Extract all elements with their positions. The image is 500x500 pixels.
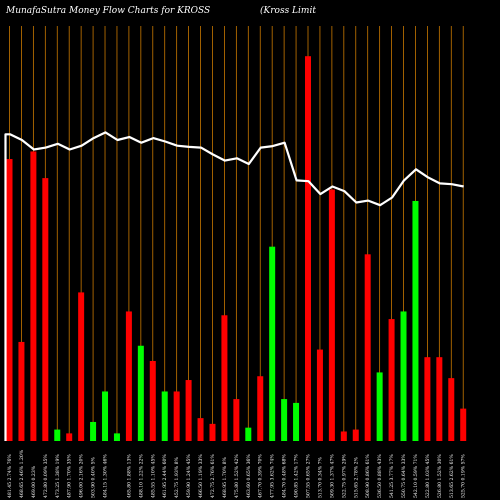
x-tick-label: 467.70 0.39% 70% <box>258 454 264 498</box>
bar <box>364 254 371 441</box>
x-tick-label: 468.95 1.70% 8% <box>222 456 228 498</box>
bar <box>66 433 73 441</box>
money-flow-line <box>4 131 464 441</box>
bar <box>221 315 228 441</box>
x-tick-label: 465.80 1.88% 13% <box>126 454 132 498</box>
bar <box>340 431 347 441</box>
bar <box>6 159 13 441</box>
x-tick-label: 536.50 0.88% 43% <box>377 454 383 498</box>
x-tick-label: 522.75 0.97% 29% <box>341 454 347 498</box>
bar <box>316 349 323 441</box>
x-tick-label: 452.75 1.93% 8% <box>174 456 180 498</box>
chart-subtitle: (Kross Limit <box>260 5 316 16</box>
x-tick-label: 508.90 0.86% 61% <box>365 454 371 498</box>
x-tick-labels: 481.45 2.74% 76% 468.65 2.46% 1.20% 469.00… <box>7 449 467 498</box>
bar <box>400 311 407 441</box>
bar <box>102 391 109 441</box>
x-tick-label: 477.95 3.62% 74% <box>270 454 276 498</box>
x-tick-label: 550.75 0.64% 33% <box>401 454 407 498</box>
x-tick-label: 472.80 0.09% 35% <box>43 454 49 498</box>
x-tick-label: 468.65 2.46% 1.20% <box>19 449 25 498</box>
x-tick-label: 485.55 1.10% 45% <box>150 454 156 498</box>
bar <box>281 399 288 441</box>
x-tick-label: 484.15 1.30% 46% <box>103 454 109 498</box>
x-tick-label: 490.85 1.42% 17% <box>294 454 300 498</box>
bar <box>412 200 419 441</box>
line-series <box>4 131 464 441</box>
bar <box>305 56 311 441</box>
bar <box>424 357 431 441</box>
bar <box>460 408 467 441</box>
bar <box>42 178 49 442</box>
x-tick-label: 522.80 1.03% 45% <box>425 454 431 498</box>
x-tick-label: 466.50 1.19% 33% <box>198 454 204 498</box>
bar <box>125 311 132 441</box>
x-tick-label: 481.45 2.74% 76% <box>7 454 13 498</box>
x-tick-label: 503.90 0.40% 5% <box>91 456 97 498</box>
bar <box>257 376 264 441</box>
bar <box>245 427 252 441</box>
x-tick-label: 461.95 2.44% 60% <box>162 454 168 498</box>
bar <box>269 246 276 441</box>
bar <box>209 423 216 441</box>
x-tick-label: 509.30 1.37% 47% <box>329 454 335 498</box>
bar <box>78 292 85 441</box>
bar <box>18 341 25 441</box>
bar <box>90 421 97 441</box>
x-tick-label: 525.70 0.19% 57% <box>461 454 467 498</box>
x-tick-label: 459.90 1.24% 45% <box>186 454 192 498</box>
x-tick-label: 463.60 0.65% 36% <box>246 454 252 498</box>
bar-series <box>6 56 467 442</box>
bar <box>173 391 180 441</box>
x-tick-label: 469.00 0.23% <box>31 465 37 498</box>
bar <box>328 189 335 441</box>
bar <box>352 429 359 441</box>
x-tick-label: 487.90 1.70% 35% <box>67 454 73 498</box>
bar <box>113 433 120 441</box>
bar <box>197 418 204 441</box>
bar <box>233 399 240 441</box>
x-tick-label: 542.10 0.59% 71% <box>413 454 419 498</box>
x-tick-label: 473.25 1.38% 19% <box>55 454 61 498</box>
x-tick-label: 513.65 2.62% 61% <box>449 454 455 498</box>
bar <box>293 402 300 441</box>
bar <box>161 391 168 441</box>
bar <box>149 360 156 441</box>
bar <box>376 372 383 441</box>
x-tick-label: 475.80 1.52% 42% <box>234 454 240 498</box>
x-tick-label: 526.80 1.52% 30% <box>437 454 443 498</box>
x-tick-label: 488.10 1.22% 22% <box>138 454 144 498</box>
x-tick-label: 496.00 2.16% 20% <box>79 454 85 498</box>
x-tick-label: 507.55 0.65% 27% <box>306 454 312 498</box>
x-tick-label: 472.75 2.76% 61% <box>210 454 216 498</box>
x-tick-label: 513.70 0.34% 7% <box>317 456 323 498</box>
x-tick-label: 541.25 3.77% 17% <box>389 454 395 498</box>
bar <box>448 378 455 441</box>
bar <box>30 151 37 441</box>
bar <box>137 345 144 441</box>
bar <box>388 319 395 441</box>
bar <box>436 357 443 441</box>
x-tick-label: 484.70 0.48% 68% <box>282 454 288 498</box>
bar <box>54 429 61 441</box>
chart-title: MunafaSutra Money Flow Charts for KROSS <box>5 6 210 16</box>
bar <box>185 380 192 441</box>
x-tick-label: 515.65 2.78% 2% <box>353 456 359 498</box>
